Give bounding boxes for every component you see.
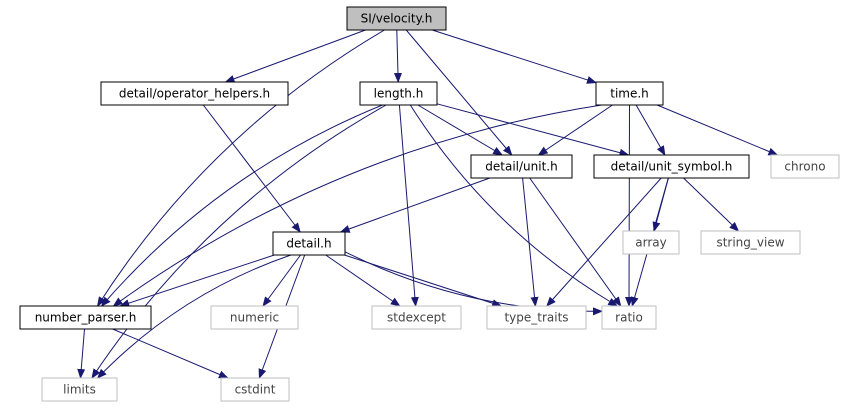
node-label-operator_helpers: detail/operator_helpers.h [119, 87, 270, 101]
edge-detail-to-ratio [344, 251, 603, 316]
node-box-operator_helpers [100, 81, 289, 106]
edge-velocity-to-length [393, 29, 402, 83]
node-box-cstdint [220, 377, 290, 402]
edge-velocity-to-unit [405, 29, 513, 156]
node-label-limits: limits [63, 383, 96, 397]
node-unit_symbol[interactable]: detail/unit_symbol.h [593, 154, 750, 179]
node-box-numeric [210, 305, 299, 330]
node-label-cstdint: cstdint [235, 383, 276, 397]
node-box-velocity [346, 6, 447, 31]
node-box-chrono [770, 154, 840, 179]
node-label-detail: detail.h [286, 237, 331, 251]
edge-length-to-unit [417, 104, 503, 156]
node-box-detail [272, 231, 346, 256]
node-label-time: time.h [610, 87, 649, 101]
node-box-string_view [700, 230, 801, 255]
node-label-ratio: ratio [615, 311, 643, 325]
node-length[interactable]: length.h [359, 81, 438, 106]
node-box-ratio [601, 305, 657, 330]
node-box-type_traits [486, 305, 587, 330]
node-box-number_parser [19, 305, 152, 330]
edge-unit-to-type_traits [522, 177, 539, 307]
node-label-unit_symbol: detail/unit_symbol.h [611, 160, 733, 174]
node-box-unit [470, 154, 573, 179]
edge-length-to-unit_symbol [436, 103, 630, 157]
node-box-time [595, 81, 664, 106]
node-array: array [622, 230, 680, 255]
node-label-velocity: SI/velocity.h [361, 12, 433, 26]
node-label-chrono: chrono [784, 160, 825, 174]
nodes-layer: SI/velocity.h detail/operator_helpers.h le… [19, 6, 840, 402]
node-limits: limits [41, 377, 118, 402]
node-label-array: array [635, 236, 666, 250]
node-type_traits: type_traits [486, 305, 587, 330]
edge-length-to-limits [91, 104, 387, 379]
edge-unit_symbol-to-type_traits [546, 177, 662, 307]
edge-detail-to-stdexcept [325, 254, 401, 307]
node-label-numeric: numeric [230, 311, 279, 325]
node-label-type_traits: type_traits [504, 311, 568, 325]
edge-operator_helpers-to-detail [202, 104, 301, 233]
edge-detail-to-limits [96, 254, 292, 379]
node-box-limits [41, 377, 118, 402]
node-label-length: length.h [374, 87, 424, 101]
node-time[interactable]: time.h [595, 81, 664, 106]
node-ratio: ratio [601, 305, 657, 330]
edge-time-to-number_parser [112, 104, 602, 307]
edge-time-to-chrono [656, 104, 779, 156]
node-unit[interactable]: detail/unit.h [470, 154, 573, 179]
edge-velocity-to-operator_helpers [224, 29, 366, 83]
edge-length-to-stdexcept [398, 104, 419, 307]
node-velocity[interactable]: SI/velocity.h [346, 6, 447, 31]
node-numeric: numeric [210, 305, 299, 330]
node-label-unit: detail/unit.h [485, 160, 557, 174]
node-cstdint: cstdint [220, 377, 290, 402]
edge-detail-to-numeric [262, 254, 301, 307]
edge-detail-to-number_parser [119, 254, 275, 307]
node-box-unit_symbol [593, 154, 750, 179]
node-number_parser[interactable]: number_parser.h [19, 305, 152, 330]
edge-unit_symbol-to-string_view [683, 177, 740, 232]
edge-velocity-to-number_parser [96, 29, 385, 307]
edge-time-to-ratio [625, 104, 634, 307]
node-box-stdexcept [371, 305, 462, 330]
node-operator_helpers[interactable]: detail/operator_helpers.h [100, 81, 289, 106]
node-string_view: string_view [700, 230, 801, 255]
node-label-string_view: string_view [716, 236, 784, 250]
node-box-array [622, 230, 680, 255]
edge-unit-to-ratio [529, 177, 622, 307]
node-label-number_parser: number_parser.h [35, 311, 137, 325]
node-label-stdexcept: stdexcept [387, 311, 446, 325]
edge-length-to-number_parser [100, 104, 383, 307]
edge-length-to-ratio [409, 104, 619, 307]
node-detail[interactable]: detail.h [272, 231, 346, 256]
edge-number_parser-to-cstdint [112, 328, 229, 379]
edge-time-to-unit [537, 104, 613, 156]
node-box-length [359, 81, 438, 106]
edge-velocity-to-time [432, 29, 597, 84]
node-stdexcept: stdexcept [371, 305, 462, 330]
edge-time-to-unit_symbol [635, 104, 666, 156]
edge-unit-to-detail [339, 177, 490, 233]
edge-number_parser-to-limits [77, 328, 86, 379]
node-chrono: chrono [770, 154, 840, 179]
